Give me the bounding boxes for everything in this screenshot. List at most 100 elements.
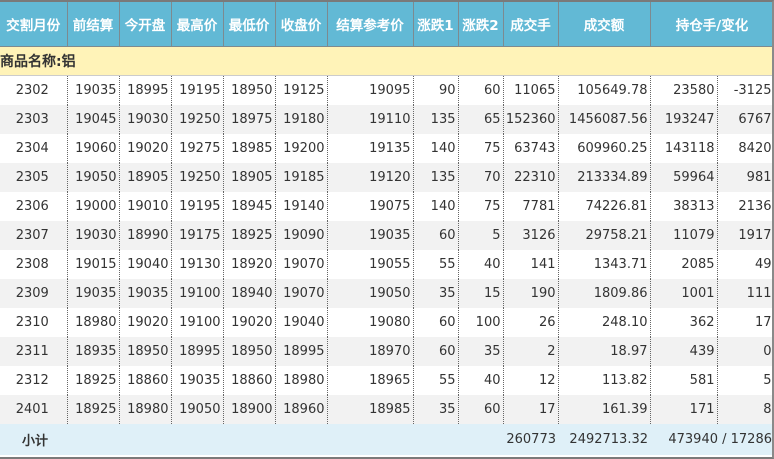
cell-change2: 100 (458, 308, 504, 337)
cell-volume: 63743 (503, 134, 559, 163)
group-row: 商品名称:铝 (0, 46, 772, 76)
table-row[interactable]: 2308 19015 19040 19130 18920 19070 19055 55 40 14… (0, 250, 772, 279)
cell-high: 19195 (171, 75, 224, 105)
cell-oi-change: -3125 (717, 75, 772, 105)
cell-volume: 17 (503, 395, 559, 424)
table-row[interactable]: 2304 19060 19020 19275 18985 19200 19135 140 75 6… (0, 134, 772, 163)
cell-high: 19195 (171, 192, 224, 221)
header-change1[interactable]: 涨跌1 (413, 2, 459, 47)
cell-oi-change: 111 (717, 279, 772, 308)
cell-turnover: 248.10 (558, 308, 651, 337)
header-close[interactable]: 收盘价 (275, 2, 328, 47)
cell-open: 19020 (119, 308, 172, 337)
cell-settle-ref: 18985 (327, 395, 414, 424)
cell-settle-ref: 19080 (327, 308, 414, 337)
cell-oi-change: 49 (717, 250, 772, 279)
cell-open-interest: 439 (650, 337, 718, 366)
cell-settle-ref: 19120 (327, 163, 414, 192)
cell-turnover: 1343.71 (558, 250, 651, 279)
header-high[interactable]: 最高价 (171, 2, 224, 47)
cell-delivery-month: 2306 (0, 192, 68, 221)
table-row[interactable]: 2302 19035 18995 19195 18950 19125 19095 90 60 11… (0, 75, 772, 105)
cell-delivery-month: 2401 (0, 395, 68, 424)
table-row[interactable]: 2311 18935 18950 18995 18950 18995 18970 60 35 2 1… (0, 337, 772, 366)
cell-prev-settle: 19035 (67, 75, 120, 105)
cell-open: 18995 (119, 75, 172, 105)
cell-change2: 40 (458, 250, 504, 279)
table-row[interactable]: 2309 19035 19035 19100 18940 19070 19050 35 15 19… (0, 279, 772, 308)
subtotal-row: 小计 260773 2492713.32 473940 / 17286 (0, 424, 772, 455)
cell-oi-change: 17 (717, 308, 772, 337)
cell-oi-change: 1917 (717, 221, 772, 250)
cell-high: 18995 (171, 337, 224, 366)
cell-settle-ref: 19050 (327, 279, 414, 308)
cell-change2: 65 (458, 105, 504, 134)
cell-change1: 90 (413, 75, 459, 105)
table-row[interactable]: 2312 18925 18860 19035 18860 18980 18965 55 40 12… (0, 366, 772, 395)
table-row[interactable]: 2306 19000 19010 19195 18945 19140 19075 140 75 7… (0, 192, 772, 221)
cell-close: 19185 (275, 163, 328, 192)
cell-prev-settle: 18925 (67, 366, 120, 395)
cell-change1: 140 (413, 134, 459, 163)
cell-low: 18985 (223, 134, 276, 163)
table-row[interactable]: 2310 18980 19020 19100 19020 19040 19080 60 100 2… (0, 308, 772, 337)
cell-low: 18950 (223, 337, 276, 366)
cell-open-interest: 143118 (650, 134, 718, 163)
cell-close: 19180 (275, 105, 328, 134)
cell-turnover: 29758.21 (558, 221, 651, 250)
cell-volume: 26 (503, 308, 559, 337)
cell-delivery-month: 2310 (0, 308, 68, 337)
table-row[interactable]: 2305 19050 18905 19250 18905 19185 19120 135 70 2… (0, 163, 772, 192)
cell-change1: 60 (413, 308, 459, 337)
cell-low: 18925 (223, 221, 276, 250)
header-delivery-month[interactable]: 交割月份 (0, 2, 68, 47)
header-prev-settle[interactable]: 前结算 (67, 2, 120, 47)
cell-prev-settle: 19045 (67, 105, 120, 134)
cell-prev-settle: 18980 (67, 308, 120, 337)
cell-high: 19250 (171, 105, 224, 134)
cell-change1: 35 (413, 395, 459, 424)
cell-open-interest: 362 (650, 308, 718, 337)
header-settle-ref[interactable]: 结算参考价 (327, 2, 414, 47)
cell-delivery-month: 2311 (0, 337, 68, 366)
cell-high: 19050 (171, 395, 224, 424)
cell-turnover: 113.82 (558, 366, 651, 395)
header-open[interactable]: 今开盘 (119, 2, 172, 47)
cell-delivery-month: 2305 (0, 163, 68, 192)
cell-turnover: 161.39 (558, 395, 651, 424)
cell-low: 18920 (223, 250, 276, 279)
cell-turnover: 1456087.56 (558, 105, 651, 134)
cell-change2: 5 (458, 221, 504, 250)
table-row[interactable]: 2303 19045 19030 19250 18975 19180 19110 135 65 1… (0, 105, 772, 134)
cell-open: 18950 (119, 337, 172, 366)
cell-close: 19070 (275, 279, 328, 308)
cell-low: 18900 (223, 395, 276, 424)
table-row[interactable]: 2401 18925 18980 19050 18900 18960 18985 35 60 17… (0, 395, 772, 424)
cell-open: 19010 (119, 192, 172, 221)
cell-close: 18980 (275, 366, 328, 395)
header-turnover[interactable]: 成交额 (558, 2, 651, 47)
cell-open-interest: 1001 (650, 279, 718, 308)
cell-change2: 60 (458, 395, 504, 424)
cell-close: 19140 (275, 192, 328, 221)
cell-volume: 141 (503, 250, 559, 279)
header-volume[interactable]: 成交手 (503, 2, 559, 47)
cell-open-interest: 171 (650, 395, 718, 424)
table-row[interactable]: 2307 19030 18990 19175 18925 19090 19035 60 5 312… (0, 221, 772, 250)
header-open-interest[interactable]: 持仓手/变化 (650, 2, 772, 47)
cell-volume: 3126 (503, 221, 559, 250)
header-change2[interactable]: 涨跌2 (458, 2, 504, 47)
cell-open: 18860 (119, 366, 172, 395)
cell-low: 18945 (223, 192, 276, 221)
cell-change2: 15 (458, 279, 504, 308)
cell-prev-settle: 19000 (67, 192, 120, 221)
cell-close: 18960 (275, 395, 328, 424)
cell-settle-ref: 19075 (327, 192, 414, 221)
cell-open: 18990 (119, 221, 172, 250)
header-low[interactable]: 最低价 (223, 2, 276, 47)
cell-low: 18940 (223, 279, 276, 308)
cell-low: 18860 (223, 366, 276, 395)
cell-delivery-month: 2312 (0, 366, 68, 395)
